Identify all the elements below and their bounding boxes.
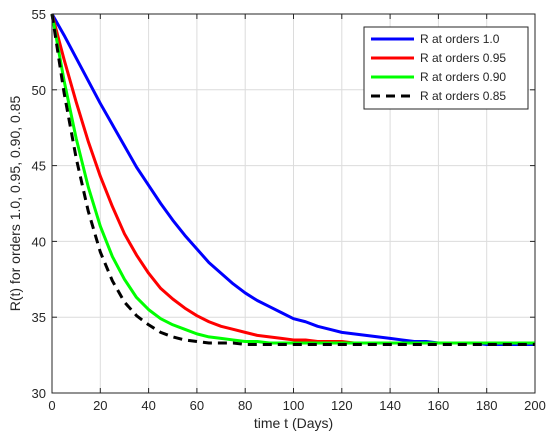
- x-tick-label: 180: [476, 398, 498, 413]
- legend: R at orders 1.0 R at orders 0.95 R at orde…: [363, 26, 529, 110]
- axis-ticks: 0 20 40 60 80 100 120 140 160 180 200 30 35 40 45 50 55: [32, 7, 546, 413]
- x-tick-label: 60: [190, 398, 204, 413]
- legend-label-4: R at orders 0.85: [420, 89, 506, 103]
- x-tick-label: 200: [524, 398, 546, 413]
- y-tick-label: 35: [32, 310, 46, 325]
- x-tick-label: 80: [238, 398, 252, 413]
- x-tick-label: 160: [428, 398, 450, 413]
- x-tick-label: 140: [379, 398, 401, 413]
- x-tick-label: 120: [331, 398, 353, 413]
- y-tick-label: 55: [32, 7, 46, 22]
- legend-label-2: R at orders 0.95: [420, 51, 506, 65]
- y-tick-label: 50: [32, 83, 46, 98]
- y-tick-label: 45: [32, 159, 46, 174]
- x-axis-label: time t (Days): [254, 415, 333, 431]
- x-tick-label: 40: [141, 398, 155, 413]
- x-tick-label: 20: [93, 398, 107, 413]
- y-tick-label: 30: [32, 386, 46, 401]
- series-line-3: [50, 13, 535, 345]
- legend-label-3: R at orders 0.90: [420, 70, 506, 84]
- x-tick-label: 0: [48, 398, 55, 413]
- x-tick-label: 100: [283, 398, 305, 413]
- y-axis-label: R(t) for orders 1.0, 0.95, 0.90, 0.85: [7, 96, 23, 312]
- series-layer: [50, 13, 535, 346]
- y-tick-label: 40: [32, 234, 46, 249]
- series-line-4: [50, 13, 535, 346]
- legend-label-1: R at orders 1.0: [420, 32, 500, 46]
